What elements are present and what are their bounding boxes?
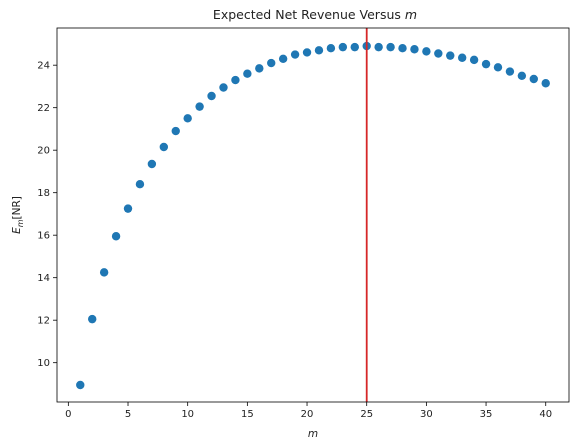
x-tick-label: 0	[65, 409, 71, 420]
data-point	[76, 380, 85, 390]
data-point	[243, 69, 252, 78]
plot-area	[76, 28, 550, 402]
data-point	[135, 179, 145, 189]
x-tick-label: 30	[420, 409, 433, 420]
data-point	[255, 64, 264, 73]
x-tick-label: 25	[360, 409, 373, 420]
data-point	[267, 58, 276, 68]
data-point	[278, 54, 288, 64]
data-point	[434, 49, 443, 58]
x-tick-label: 20	[301, 409, 314, 420]
data-point	[195, 102, 204, 111]
data-point	[541, 79, 550, 88]
x-tick-label: 35	[480, 409, 493, 420]
data-point	[517, 71, 527, 81]
data-point	[505, 67, 515, 76]
data-point	[159, 142, 169, 152]
data-point	[446, 51, 455, 60]
data-point	[529, 74, 538, 84]
data-point	[457, 53, 467, 62]
chart-title: Expected Net Revenue Versus m	[213, 7, 417, 22]
data-point	[374, 42, 383, 52]
data-point	[469, 55, 479, 65]
x-axis-label: m	[308, 428, 318, 440]
data-point	[171, 126, 180, 136]
data-point	[207, 91, 216, 101]
data-point	[290, 50, 300, 59]
data-point	[147, 159, 157, 169]
y-tick-label: 20	[37, 146, 50, 157]
data-point	[493, 63, 503, 72]
data-point	[326, 43, 336, 53]
data-point	[350, 42, 359, 52]
y-tick-label: 16	[37, 231, 50, 242]
y-tick-label: 12	[37, 316, 50, 327]
y-tick-label: 22	[37, 103, 50, 114]
y-tick-label: 18	[37, 188, 50, 199]
x-tick-label: 10	[181, 409, 194, 420]
x-tick-label: 15	[241, 409, 254, 420]
y-tick-label: 24	[37, 61, 50, 72]
data-point	[123, 204, 133, 213]
axes-frame	[56, 27, 570, 403]
data-point	[398, 43, 407, 53]
data-point	[338, 42, 348, 52]
data-point	[111, 232, 121, 241]
data-point	[410, 45, 419, 54]
data-point	[99, 268, 109, 277]
data-point	[481, 59, 491, 69]
x-tick-label: 5	[125, 409, 131, 420]
data-point	[422, 47, 431, 56]
data-point	[88, 314, 97, 324]
data-point	[219, 83, 228, 92]
x-tick-label: 40	[539, 409, 552, 420]
data-point	[231, 75, 240, 85]
y-tick-label: 10	[37, 358, 50, 369]
y-tick-label: 14	[37, 273, 50, 284]
data-point	[386, 42, 395, 52]
data-point	[302, 48, 312, 57]
y-axis-label: Em[NR]	[11, 196, 25, 234]
data-point	[314, 46, 324, 55]
data-point	[183, 114, 192, 123]
